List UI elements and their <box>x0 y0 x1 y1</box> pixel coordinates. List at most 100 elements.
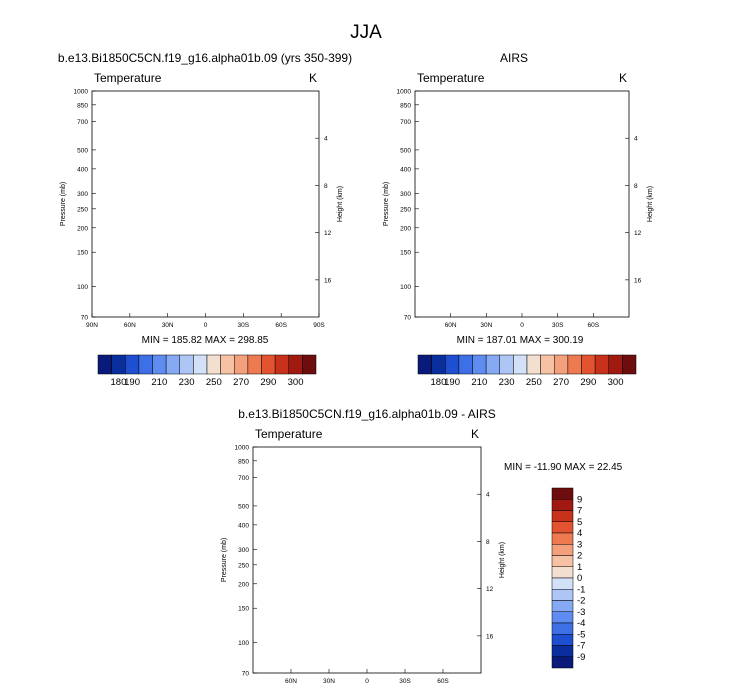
model-y-axis-label: Pressure (mb) <box>60 182 67 226</box>
colorbar-swatch <box>138 354 153 375</box>
colorbar-label: 210 <box>151 377 167 388</box>
colorbar-swatch <box>581 354 596 375</box>
colorbar-label: 270 <box>553 377 569 388</box>
colorbar-swatch <box>472 354 487 375</box>
colorbar-label: 190 <box>444 377 460 388</box>
model-units-label: K <box>309 71 317 85</box>
obs-x-tick-label: 60S <box>588 322 600 329</box>
colorbar-label: 250 <box>526 377 542 388</box>
model-variable-label: Temperature <box>94 71 162 85</box>
colorbar-swatch <box>220 354 235 375</box>
colorbar-swatch <box>302 354 317 375</box>
colorbar-swatch <box>554 354 569 375</box>
colorbar-label: 290 <box>580 377 596 388</box>
obs-title: AIRS <box>500 51 528 65</box>
colorbar-swatch <box>125 354 140 375</box>
model-x-tick-label: 90N <box>86 322 98 329</box>
model-stats: MIN = 185.82 MAX = 298.85 <box>142 335 269 346</box>
colorbar-label: 300 <box>288 377 304 388</box>
colorbar-swatch <box>247 354 262 375</box>
model-y-tick-label: 1000 <box>74 89 89 96</box>
obs-y-tick-label: 200 <box>400 225 411 232</box>
obs-variable-label: Temperature <box>417 71 485 85</box>
obs-y-tick-label: 1000 <box>397 89 412 96</box>
model-y-tick-label: 700 <box>77 119 88 126</box>
obs-y-tick-label: 850 <box>400 102 411 109</box>
colorbar-swatch <box>458 354 473 375</box>
colorbar-swatch <box>193 354 208 375</box>
obs-y-tick-label: 250 <box>400 206 411 213</box>
model-x-tick-label: 60N <box>124 322 136 329</box>
model-y-tick-label: 150 <box>77 250 88 257</box>
model-y2-tick-label: 12 <box>324 230 332 237</box>
colorbar-label: 230 <box>499 377 515 388</box>
colorbar-label: 230 <box>179 377 195 388</box>
obs-y-tick-label: 300 <box>400 191 411 198</box>
colorbar-swatch <box>417 354 432 375</box>
diff-title: b.e13.Bi1850C5CN.f19_g16.alpha01b.09 - A… <box>238 407 496 421</box>
model-y-tick-label: 250 <box>77 206 88 213</box>
model-plot-frame <box>91 90 320 318</box>
obs-y-tick-label: 500 <box>400 147 411 154</box>
obs-plot-frame <box>414 90 630 318</box>
colorbar-swatch <box>165 354 181 375</box>
obs-stats: MIN = 187.01 MAX = 300.19 <box>457 335 584 346</box>
figure-title: JJA <box>350 22 382 43</box>
obs-y2-tick-label: 4 <box>634 136 638 143</box>
colorbar-swatch <box>206 354 221 375</box>
obs-x-tick-label: 60N <box>445 322 457 329</box>
colorbar-swatch <box>567 354 582 375</box>
obs-y-tick-label: 400 <box>400 166 411 173</box>
model-x-tick-label: 90S <box>313 322 325 329</box>
obs-y-tick-label: 70 <box>404 315 412 322</box>
colorbar-swatch <box>234 354 249 375</box>
obs-y-tick-label: 100 <box>400 284 411 291</box>
colorbar-swatch <box>526 354 541 375</box>
model-y-tick-label: 200 <box>77 225 88 232</box>
colorbar-label: 210 <box>471 377 487 388</box>
colorbar-label: 270 <box>233 377 249 388</box>
model-y2-tick-label: 4 <box>324 136 328 143</box>
obs-y-tick-label: 150 <box>400 250 411 257</box>
colorbar-swatch <box>622 354 637 375</box>
model-y-tick-label: 70 <box>81 315 89 322</box>
obs-x-tick-label: 30N <box>480 322 492 329</box>
colorbar-swatch <box>274 354 290 375</box>
chart-model: b.e13.Bi1850C5CN.f19_g16.alpha01b.09 (yr… <box>58 51 352 388</box>
obs-y2-tick-label: 8 <box>634 183 638 190</box>
colorbar-swatch <box>261 354 276 375</box>
chart-obs: AIRS Temperature K 70 100 150 200 250 300 400 500 7… <box>383 51 654 388</box>
model-y-tick-label: 300 <box>77 191 88 198</box>
colorbar-swatch <box>288 354 303 375</box>
obs-y2-axis-label: Height (km) <box>647 186 654 222</box>
colorbar-swatch <box>594 354 610 375</box>
colorbar-swatch <box>540 354 555 375</box>
model-x-tick-label: 60S <box>275 322 287 329</box>
colorbar-swatch <box>152 354 167 375</box>
model-y-tick-label: 400 <box>77 166 88 173</box>
obs-y-axis-label: Pressure (mb) <box>383 182 390 226</box>
diff-units-label: K <box>471 427 479 441</box>
chart-diff: b.e13.Bi1850C5CN.f19_g16.alpha01b.09 - A… <box>221 407 623 685</box>
charts-group: b.e13.Bi1850C5CN.f19_g16.alpha01b.09 (yr… <box>58 51 654 685</box>
model-y2-tick-label: 8 <box>324 183 328 190</box>
obs-x-tick-label: 30S <box>552 322 564 329</box>
obs-y2-tick-label: 12 <box>634 230 642 237</box>
model-x-tick-label: 30N <box>162 322 174 329</box>
colorbar-swatch <box>485 354 501 375</box>
diff-variable-label: Temperature <box>255 427 323 441</box>
model-y-tick-label: 850 <box>77 102 88 109</box>
model-y-tick-label: 500 <box>77 147 88 154</box>
model-x-tick-label: 0 <box>204 322 208 329</box>
colorbar-label: 250 <box>206 377 222 388</box>
colorbar-swatch <box>179 354 194 375</box>
model-y2-tick-label: 16 <box>324 277 332 284</box>
obs-units-label: K <box>619 71 627 85</box>
obs-y2-tick-label: 16 <box>634 277 642 284</box>
colorbar-swatch <box>97 354 112 375</box>
colorbar-swatch <box>513 354 528 375</box>
colorbar-swatch <box>431 354 446 375</box>
model-y-tick-label: 100 <box>77 284 88 291</box>
